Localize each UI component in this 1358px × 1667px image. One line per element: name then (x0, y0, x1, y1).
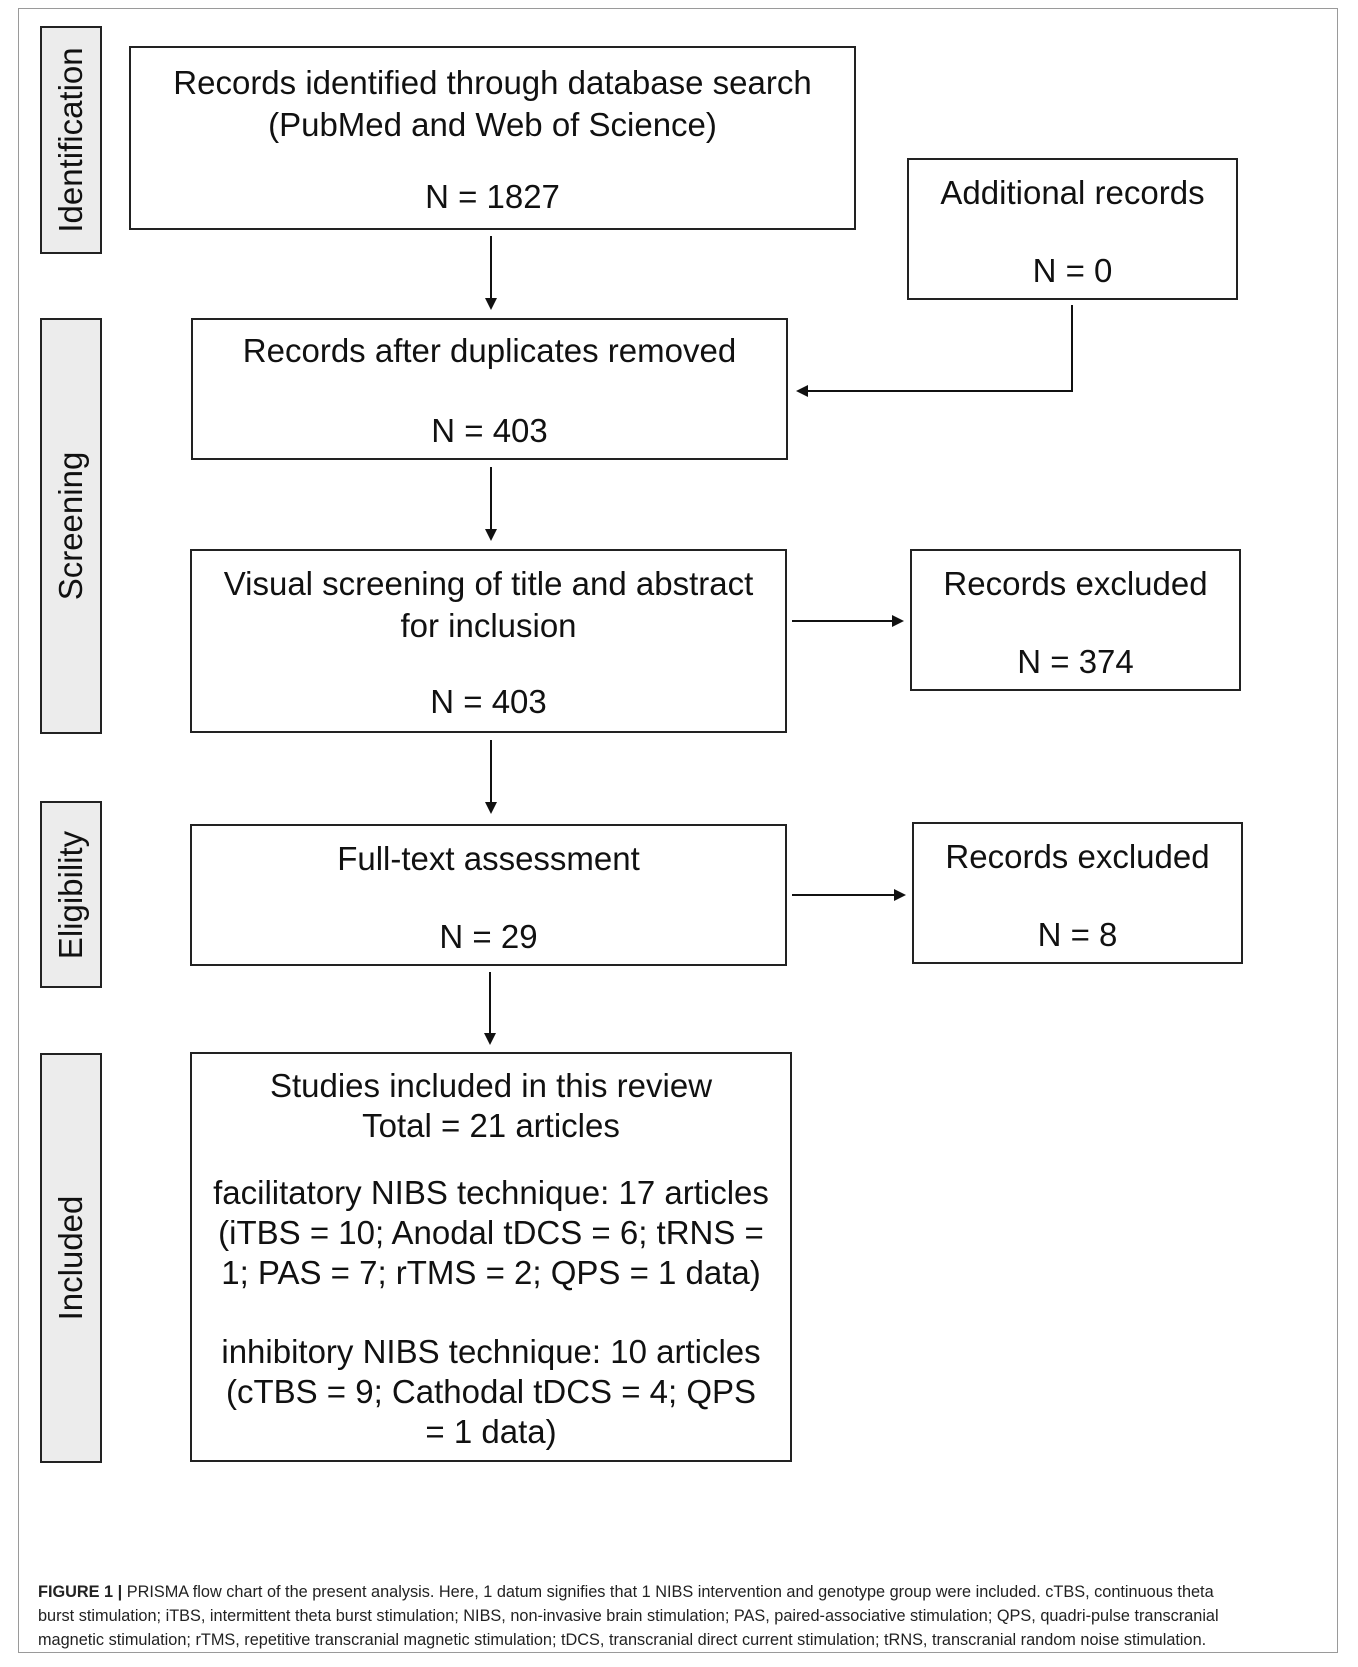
fulltext-assessment-title: Full-text assessment (337, 840, 640, 877)
studies-included-title: Studies included in this review (269, 1067, 713, 1104)
records-excluded-screening-count: N = 374 (1017, 643, 1134, 680)
inhibitory-heading: inhibitory NIBS technique: 10 articles (221, 1333, 761, 1370)
database-search-count: N = 1827 (425, 178, 560, 215)
caption-line-1: PRISMA flow chart of the present analysi… (126, 1583, 1214, 1601)
additional-records-box: Additional records N = 0 (907, 158, 1238, 300)
database-search-box: Records identified through database sear… (129, 46, 856, 230)
records-excluded-eligibility-box: Records excluded N = 8 (912, 822, 1243, 964)
additional-records-title: Additional records (940, 174, 1205, 211)
phase-eligibility: Eligibility (40, 801, 102, 988)
phase-screening: Screening (40, 318, 102, 734)
visual-screening-title-2: for inclusion (400, 607, 577, 644)
caption-label: FIGURE 1 | (38, 1583, 123, 1601)
database-search-title-2: (PubMed and Web of Science) (268, 106, 717, 143)
facilitatory-detail-2: 1; PAS = 7; rTMS = 2; QPS = 1 data) (221, 1254, 761, 1291)
duplicates-removed-count: N = 403 (431, 412, 548, 449)
studies-included-total: Total = 21 articles (362, 1107, 620, 1144)
database-search-title-1: Records identified through database sear… (173, 64, 812, 101)
visual-screening-box: Visual screening of title and abstract f… (190, 549, 787, 733)
records-excluded-screening-box: Records excluded N = 374 (910, 549, 1241, 691)
additional-records-count: N = 0 (1032, 252, 1113, 289)
facilitatory-heading: facilitatory NIBS technique: 17 articles (213, 1174, 769, 1211)
records-excluded-eligibility-count: N = 8 (1037, 916, 1118, 953)
caption-line-3: magnetic stimulation; rTMS, repetitive t… (38, 1631, 1207, 1649)
figure-frame (18, 8, 1338, 1653)
records-excluded-eligibility-title: Records excluded (945, 838, 1210, 875)
visual-screening-count: N = 403 (430, 683, 547, 720)
records-excluded-screening-title: Records excluded (943, 565, 1208, 602)
duplicates-removed-box: Records after duplicates removed N = 403 (191, 318, 788, 460)
inhibitory-detail-2: = 1 data) (425, 1413, 557, 1450)
phase-included: Included (40, 1053, 102, 1463)
figure-caption: FIGURE 1 | PRISMA flow chart of the pres… (38, 1580, 1328, 1652)
duplicates-removed-title: Records after duplicates removed (242, 332, 737, 369)
studies-included-box: Studies included in this review Total = … (190, 1052, 792, 1462)
phase-identification: Identification (40, 26, 102, 254)
facilitatory-detail-1: (iTBS = 10; Anodal tDCS = 6; tRNS = (218, 1214, 764, 1251)
arrow-additional-to-duplicates (796, 305, 1073, 397)
visual-screening-title-1: Visual screening of title and abstract (223, 565, 754, 602)
caption-line-2: burst stimulation; iTBS, intermittent th… (38, 1607, 1219, 1625)
fulltext-assessment-box: Full-text assessment N = 29 (190, 824, 787, 966)
fulltext-assessment-count: N = 29 (439, 918, 538, 955)
inhibitory-detail-1: (cTBS = 9; Cathodal tDCS = 4; QPS (225, 1373, 757, 1410)
